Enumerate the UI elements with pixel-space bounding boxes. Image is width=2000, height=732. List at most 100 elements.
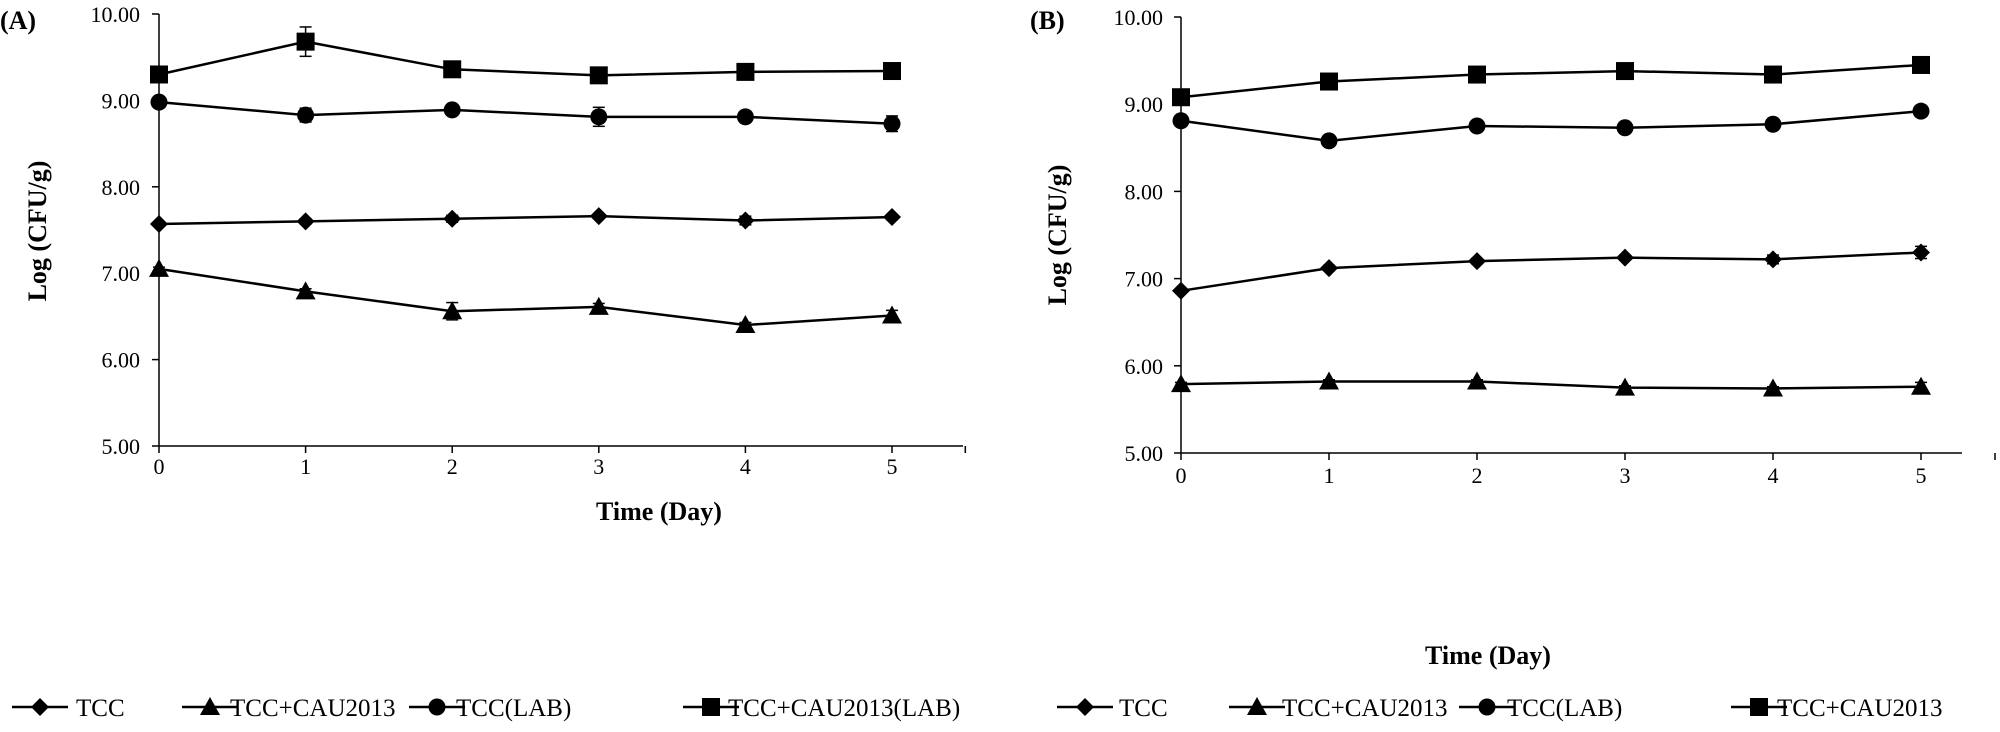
x-tick-label: 1 [1324,463,1335,488]
data-point-diamond [1764,250,1782,269]
data-point-circle [150,93,168,111]
y-tick-label: 10.00 [91,2,141,27]
y-tick-label: 8.00 [102,175,141,200]
data-point-circle [883,115,901,133]
legend-item: TCC [12,695,125,722]
data-point-triangle [295,281,316,300]
legend-label: TCC+CAU2013 [1282,695,1448,722]
y-tick-label: 5.00 [1125,441,1164,466]
data-point-triangle [1615,377,1635,396]
legend-label: TCC [1119,695,1168,722]
legend-item: TCC(LAB) [1459,695,1622,722]
data-point-diamond [1320,259,1338,278]
x-tick-label: 0 [154,454,165,479]
series-diamond [1172,243,1930,300]
data-point-triangle [1911,376,1931,395]
legend-item: TCC [1057,695,1168,722]
y-tick-label: 7.00 [102,261,141,286]
y-tick-label: 7.00 [1125,267,1164,292]
data-point-triangle [882,305,902,324]
data-point-square [1764,65,1782,84]
data-point-diamond [589,207,608,226]
data-point-triangle [1171,374,1191,393]
legend-marker-diamond [31,698,49,716]
series-triangle [149,258,902,334]
data-point-square [589,66,608,85]
panel-b: (B) 5.00 6.00 7.00 8.00 9.00 10.00 0 1 2 3 4 5 Time (… [1030,5,1996,722]
series-square [1172,55,1930,107]
panel-label: (A) [0,6,36,35]
x-tick-label: 4 [1768,463,1779,488]
series-line [158,214,893,226]
x-tick-label: 2 [1472,463,1483,488]
y-tick-label: 9.00 [1125,92,1164,117]
x-tick-label: 3 [1620,463,1631,488]
data-point-diamond [736,211,755,230]
data-point-square [1172,88,1190,107]
data-point-triangle [149,258,169,277]
legend-label: TCC+CAU2013 [230,695,396,722]
data-point-square [150,65,168,84]
data-point-diamond [1172,281,1190,300]
series-line [1180,380,1922,390]
data-point-triangle [1467,371,1487,390]
series-diamond [150,207,901,233]
y-axis-title: Log (CFU/g) [1043,165,1072,306]
legend-item: TCC+CAU2013 [1229,695,1448,722]
legend-marker-circle [1478,698,1496,716]
data-point-triangle [1763,378,1783,397]
data-point-square [1616,62,1634,81]
x-tick-label: 5 [1916,463,1927,488]
data-point-triangle [442,301,463,320]
legend-marker-triangle [200,697,220,715]
series-line [1180,63,1922,99]
data-point-square [1320,72,1338,91]
x-tick-label: 4 [740,454,751,479]
legend-marker-circle [428,698,446,716]
data-point-diamond [1616,248,1634,267]
data-point-square [736,62,755,81]
y-axis-title: Log (CFU/g) [23,161,52,302]
panel-a: (A) 5.00 6.00 7.00 8.00 9.00 10.00 0 1 2 3 4 5 Time (… [0,2,967,722]
y-tick-label: 6.00 [102,348,141,373]
x-axis-title: Time (Day) [596,497,722,526]
legend-marker-square [702,698,720,716]
data-point-square [443,60,462,79]
legend-marker-square [1750,698,1768,716]
panel-label: (B) [1030,6,1065,35]
legend-label: TCC(LAB) [456,695,571,722]
x-tick-label: 3 [593,454,604,479]
series-circle [1172,102,1930,150]
series-line [158,267,893,327]
data-point-diamond [1912,243,1930,262]
legend-label: TCC+CAU2013(LAB) [728,695,960,722]
data-point-circle [1172,112,1190,130]
series-square [150,26,901,85]
x-tick-label: 2 [447,454,458,479]
series-line [1180,109,1922,143]
x-axis-title: Time (Day) [1425,641,1551,670]
y-tick-label: 5.00 [102,434,141,459]
data-point-diamond [296,212,315,231]
series-triangle [1171,371,1931,397]
x-tick-label: 0 [1176,463,1187,488]
data-point-triangle [735,315,756,334]
data-point-circle [736,108,754,126]
legend-item: TCC+CAU2013 [1731,695,1943,722]
y-tick-label: 6.00 [1125,354,1164,379]
data-point-circle [443,101,461,119]
data-point-circle [1912,102,1930,120]
y-tick-label: 8.00 [1125,179,1164,204]
legend-item: TCC(LAB) [409,695,571,722]
legend-item: TCC+CAU2013 [182,695,396,722]
data-point-diamond [443,209,462,228]
y-tick-label: 9.00 [102,88,141,113]
legend-label: TCC+CAU2013 [1777,695,1943,722]
data-point-circle [1764,115,1782,133]
series-line [1180,251,1922,293]
data-point-triangle [588,296,609,315]
legend-label: TCC [76,695,125,722]
data-point-circle [590,108,608,126]
legend-marker-triangle [1247,697,1267,715]
